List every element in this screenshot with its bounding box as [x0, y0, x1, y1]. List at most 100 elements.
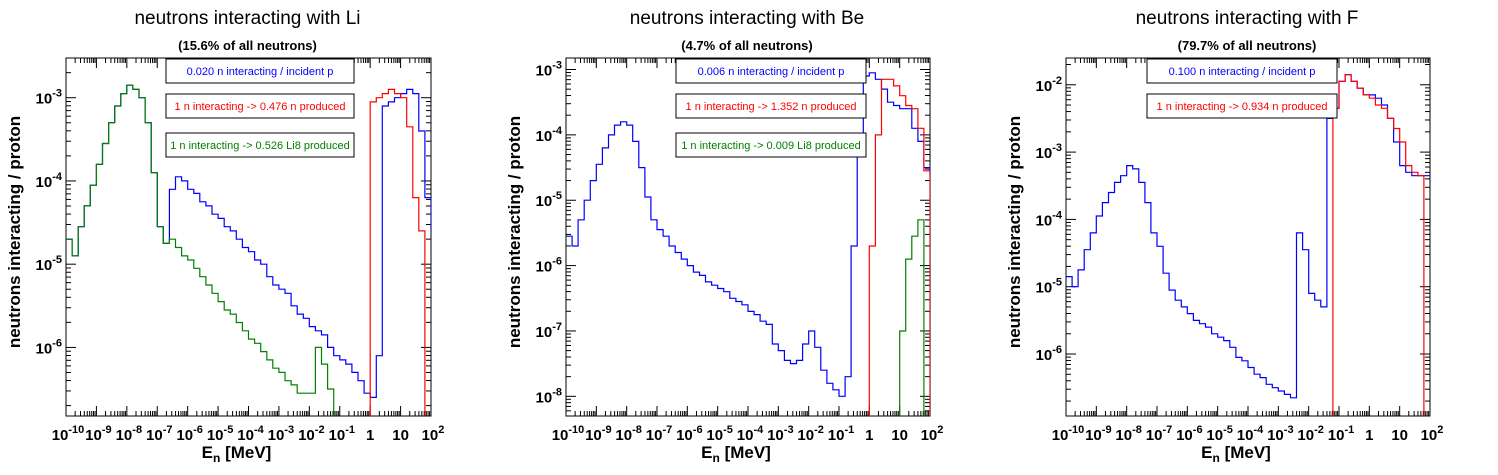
tick-base: 10 — [1267, 427, 1284, 444]
tick-exponent: -7 — [1162, 424, 1172, 436]
legend-entry: 1 n interacting -> 0.009 Li8 produced — [681, 140, 861, 152]
series-line-blue — [66, 84, 431, 398]
tick-exponent: -5 — [52, 254, 62, 266]
y-axis-label: neutrons interacting / proton — [5, 116, 24, 348]
plot-area — [566, 72, 930, 416]
tick-base: 10 — [176, 427, 193, 444]
tick-exponent: -7 — [163, 424, 173, 436]
tick-base: 10 — [676, 427, 693, 444]
x-tick-label: 10-9 — [1085, 424, 1111, 444]
tick-base: 10 — [36, 340, 53, 357]
tick-base: 10 — [1036, 280, 1053, 297]
x-axis-label: En [MeV] — [701, 443, 771, 465]
tick-base: 10 — [536, 259, 553, 276]
x-tick-label: 10-6 — [676, 424, 702, 444]
x-tick-label: 10-1 — [1328, 424, 1354, 444]
x-tick-label: 102 — [1421, 424, 1444, 444]
tick-exponent: -6 — [1193, 424, 1203, 436]
tick-base: 10 — [536, 63, 553, 80]
tick-exponent: -3 — [284, 424, 294, 436]
series-line-red — [1332, 74, 1425, 416]
legend-box — [675, 58, 867, 84]
chart-subtitle: (15.6% of all neutrons) — [178, 38, 317, 53]
tick-base: 10 — [85, 427, 102, 444]
series-line-blue — [1066, 74, 1430, 399]
tick-base: 10 — [36, 174, 53, 191]
tick-exponent: -6 — [52, 337, 62, 349]
tick-base: 10 — [552, 427, 569, 444]
x-tick-label: 10-8 — [1115, 424, 1141, 444]
y-tick-label: 10-5 — [1036, 277, 1062, 297]
legend-box — [1146, 58, 1338, 84]
tick-base: 10 — [207, 427, 224, 444]
series-line-red — [868, 78, 930, 416]
tick-exponent: -4 — [254, 424, 265, 436]
x-tick-label: 10-7 — [1146, 424, 1172, 444]
legend-entry: 0.100 n interacting / incident p — [1169, 66, 1316, 78]
y-tick-label: 10-7 — [536, 321, 562, 341]
tick-base: 10 — [1237, 427, 1254, 444]
tick-base: 10 — [146, 427, 163, 444]
y-tick-label: 10-6 — [36, 337, 62, 357]
y-tick-label: 10-5 — [36, 254, 62, 274]
tick-exponent: -6 — [693, 424, 703, 436]
legend-box — [1146, 93, 1338, 119]
tick-exponent: -5 — [224, 424, 234, 436]
tick-exponent: -7 — [662, 424, 672, 436]
tick-exponent: -6 — [1052, 344, 1062, 356]
tick-base: 10 — [1036, 78, 1053, 95]
tick-base: 10 — [828, 427, 845, 444]
tick-base: 10 — [921, 427, 938, 444]
x-tick-label: 10-9 — [85, 424, 111, 444]
tick-base: 10 — [585, 427, 602, 444]
tick-base: 10 — [646, 427, 663, 444]
tick-base: 10 — [1036, 212, 1053, 229]
chart-panel-2: neutrons interacting with F (79.7% of all… — [1005, 8, 1443, 465]
tick-exponent: -3 — [784, 424, 794, 436]
x-tick-label: 10-5 — [207, 424, 233, 444]
tick-base: 10 — [392, 427, 409, 444]
legend-entry: 0.006 n interacting / incident p — [698, 66, 845, 78]
tick-base: 10 — [237, 427, 254, 444]
legend-entry: 0.020 n interacting / incident p — [187, 66, 334, 78]
legend-entry: 1 n interacting -> 1.352 n produced — [686, 101, 857, 113]
tick-exponent: -8 — [632, 424, 642, 436]
tick-exponent: -9 — [602, 424, 612, 436]
tick-exponent: -6 — [552, 256, 562, 268]
x-tick-label: 1 — [366, 427, 374, 444]
legend-box — [165, 58, 355, 84]
legend-box — [675, 93, 867, 119]
x-tick-label: 10-2 — [298, 424, 324, 444]
tick-exponent: -10 — [1068, 424, 1084, 436]
series-line-red — [369, 88, 426, 416]
tick-exponent: -4 — [1052, 209, 1063, 221]
tick-base: 10 — [737, 427, 754, 444]
chart-title: neutrons interacting with Li — [134, 8, 360, 29]
tick-exponent: -9 — [102, 424, 112, 436]
tick-exponent: -5 — [1052, 277, 1062, 289]
x-tick-label: 10 — [891, 427, 908, 444]
tick-base: 10 — [1115, 427, 1132, 444]
series-line-green — [899, 219, 925, 416]
chart-title: neutrons interacting with F — [1136, 8, 1359, 29]
tick-exponent: -10 — [68, 424, 84, 436]
tick-exponent: -6 — [193, 424, 203, 436]
y-tick-label: 10-3 — [36, 88, 62, 108]
tick-base: 10 — [1328, 427, 1345, 444]
tick-base: 10 — [1391, 427, 1408, 444]
x-tick-label: 10-6 — [176, 424, 202, 444]
tick-exponent: 2 — [937, 424, 943, 436]
y-tick-label: 10-5 — [536, 190, 562, 210]
tick-base: 10 — [1085, 427, 1102, 444]
x-tick-label: 10-1 — [329, 424, 355, 444]
x-tick-label: 102 — [422, 424, 445, 444]
x-tick-label: 10-7 — [646, 424, 672, 444]
tick-exponent: -3 — [1284, 424, 1294, 436]
tick-exponent: -2 — [315, 424, 325, 436]
tick-exponent: -1 — [345, 424, 355, 436]
tick-base: 10 — [615, 427, 632, 444]
tick-base: 10 — [1146, 427, 1163, 444]
x-tick-label: 10-3 — [268, 424, 294, 444]
x-tick-label: 10-2 — [797, 424, 823, 444]
tick-base: 10 — [298, 427, 315, 444]
